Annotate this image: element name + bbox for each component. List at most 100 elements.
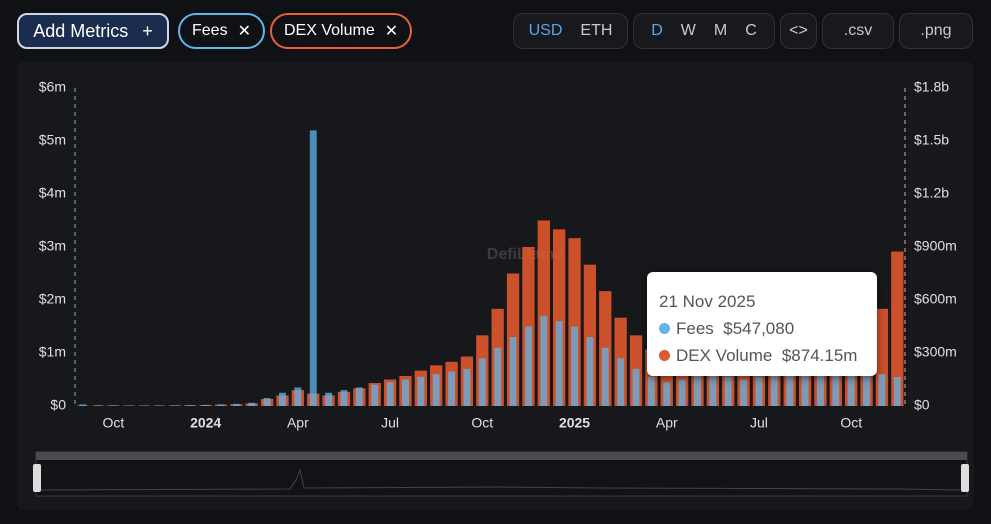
bar: [260, 398, 274, 406]
bar: [184, 405, 197, 406]
bar: [629, 335, 643, 406]
bar: [506, 273, 520, 406]
png-button[interactable]: .png: [899, 13, 973, 49]
y-tick-label: $3m: [39, 238, 66, 254]
y2-tick-label: $900m: [914, 238, 957, 254]
toggle-option[interactable]: M: [713, 22, 728, 39]
bar: [217, 404, 225, 406]
bar: [337, 391, 351, 406]
range-slider-bar[interactable]: [36, 452, 967, 460]
bar: [617, 358, 625, 406]
close-icon[interactable]: ✕: [384, 23, 399, 40]
csv-button[interactable]: .csv: [822, 13, 894, 49]
chip-label: DEX Volume: [284, 22, 375, 39]
range-sparkline: [39, 468, 961, 491]
toggle-option[interactable]: C: [745, 22, 757, 39]
bar: [571, 326, 578, 406]
bar: [279, 392, 286, 406]
bar: [432, 374, 440, 406]
bar: [463, 368, 471, 406]
bar: [537, 220, 550, 406]
toggle-option[interactable]: D: [651, 22, 663, 39]
bar: [724, 376, 732, 406]
tooltip-series: DEX Volume: [676, 346, 773, 365]
bar: [232, 403, 240, 406]
legend-dot: [659, 323, 670, 334]
bar: [168, 405, 182, 406]
bar: [663, 382, 671, 406]
bar: [430, 365, 443, 406]
bar: [386, 382, 394, 406]
add-metrics-button[interactable]: Add Metrics +: [17, 13, 169, 49]
range-handle[interactable]: [961, 464, 969, 492]
bar: [522, 247, 535, 406]
bar: [875, 308, 889, 406]
bar: [263, 398, 271, 406]
x-tick-label: Oct: [840, 415, 862, 431]
bar: [478, 358, 486, 406]
y2-tick-label: $1.5b: [914, 132, 949, 148]
y-tick-label: $1m: [39, 344, 66, 360]
bar: [709, 371, 717, 406]
bar: [586, 337, 594, 406]
bar: [414, 370, 427, 406]
toggle-option[interactable]: W: [680, 22, 696, 39]
bar: [355, 387, 363, 406]
bar: [553, 229, 566, 406]
tooltip-row: Fees $547,080: [659, 315, 865, 342]
y2-tick-label: $600m: [914, 291, 957, 307]
bar: [460, 356, 474, 406]
bar: [94, 405, 102, 406]
y-tick-label: $6m: [39, 79, 66, 95]
y2-tick-label: $1.8b: [914, 79, 949, 95]
x-tick-label: 2024: [190, 415, 221, 431]
bar: [555, 321, 563, 406]
bar: [417, 376, 425, 406]
bar: [509, 337, 517, 406]
embed-button[interactable]: <>: [780, 13, 817, 49]
bar: [740, 379, 748, 406]
bar: [614, 317, 627, 406]
bar: [817, 371, 824, 406]
tooltip-series: Fees: [676, 319, 714, 338]
bar: [340, 390, 348, 406]
bar: [568, 238, 581, 406]
bar: [202, 404, 210, 406]
bar: [399, 375, 412, 406]
bar: [494, 347, 502, 406]
bar: [599, 291, 612, 406]
bar: [248, 402, 256, 406]
plus-icon: +: [142, 20, 153, 41]
metric-chip[interactable]: Fees ✕: [178, 13, 265, 49]
x-tick-label: Oct: [103, 415, 125, 431]
bar: [245, 403, 258, 406]
bar: [322, 395, 335, 406]
x-tick-label: 2025: [559, 415, 590, 431]
bar: [107, 405, 120, 406]
close-icon[interactable]: ✕: [237, 23, 251, 40]
x-tick-label: Apr: [287, 415, 309, 431]
bar: [601, 347, 609, 406]
metric-chip[interactable]: DEX Volume ✕: [270, 13, 413, 49]
range-handle[interactable]: [33, 464, 41, 492]
bar: [540, 315, 548, 406]
bar: [476, 335, 489, 406]
bar: [109, 405, 117, 406]
toggle-option[interactable]: USD: [528, 22, 563, 39]
bar: [353, 388, 366, 406]
range-slider[interactable]: [35, 451, 968, 497]
bar: [878, 374, 886, 406]
y-tick-label: $4m: [39, 185, 66, 201]
bar: [230, 404, 243, 406]
bar: [307, 393, 320, 406]
bar: [122, 405, 135, 406]
toggle-option[interactable]: ETH: [580, 22, 613, 39]
bar: [694, 374, 701, 406]
y2-tick-label: $300m: [914, 344, 957, 360]
x-tick-label: Jul: [750, 415, 768, 431]
x-tick-label: Jul: [381, 415, 399, 431]
bar: [76, 405, 89, 406]
